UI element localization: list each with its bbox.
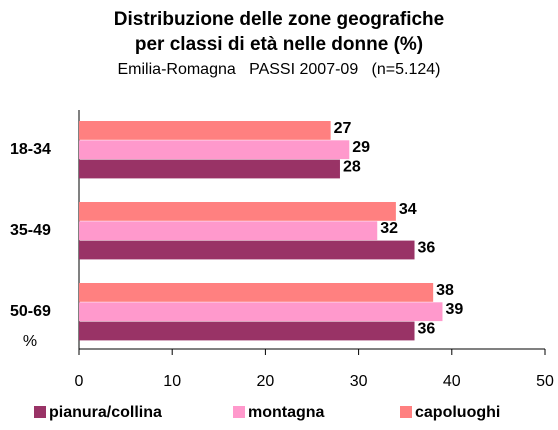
x-tick-label: 50 <box>536 373 554 390</box>
chart-title: per classi di età nelle donne (%) <box>135 34 423 55</box>
legend-swatch <box>400 406 412 418</box>
data-label: 32 <box>380 220 398 237</box>
chart-subtitle: Emilia-Romagna PASSI 2007-09 (n=5.124) <box>118 61 441 78</box>
legend-label: montagna <box>248 404 325 421</box>
legend-swatch <box>233 406 245 418</box>
x-tick-label: 40 <box>443 373 461 390</box>
x-tick-label: 0 <box>75 373 84 390</box>
chart-title: Distribuzione delle zone geografiche <box>114 9 444 30</box>
bar <box>79 140 350 160</box>
data-label: 36 <box>418 239 436 256</box>
legend-swatch <box>34 406 46 418</box>
data-label: 38 <box>436 282 454 299</box>
data-label: 27 <box>334 120 352 137</box>
x-tick-label: 30 <box>350 373 368 390</box>
bar <box>79 321 415 341</box>
bar <box>79 221 378 241</box>
y-tick-label: 18-34 <box>10 141 51 158</box>
data-label: 29 <box>352 139 370 156</box>
y-tick-label: 50-69 <box>10 303 51 320</box>
legend-label: pianura/collina <box>49 404 162 421</box>
bar <box>79 159 340 179</box>
bar <box>79 202 396 221</box>
legend-label: capoluoghi <box>415 404 500 421</box>
data-label: 28 <box>343 158 361 175</box>
data-label: 34 <box>399 201 417 218</box>
bar <box>79 121 331 140</box>
x-tick-label: 20 <box>257 373 275 390</box>
x-axis-label: % <box>23 333 37 350</box>
y-tick-label: 35-49 <box>10 222 51 239</box>
data-label: 36 <box>418 320 436 337</box>
bar <box>79 302 443 322</box>
data-label: 39 <box>445 301 463 318</box>
bar <box>79 283 434 302</box>
bar <box>79 240 415 260</box>
x-tick-label: 10 <box>163 373 181 390</box>
